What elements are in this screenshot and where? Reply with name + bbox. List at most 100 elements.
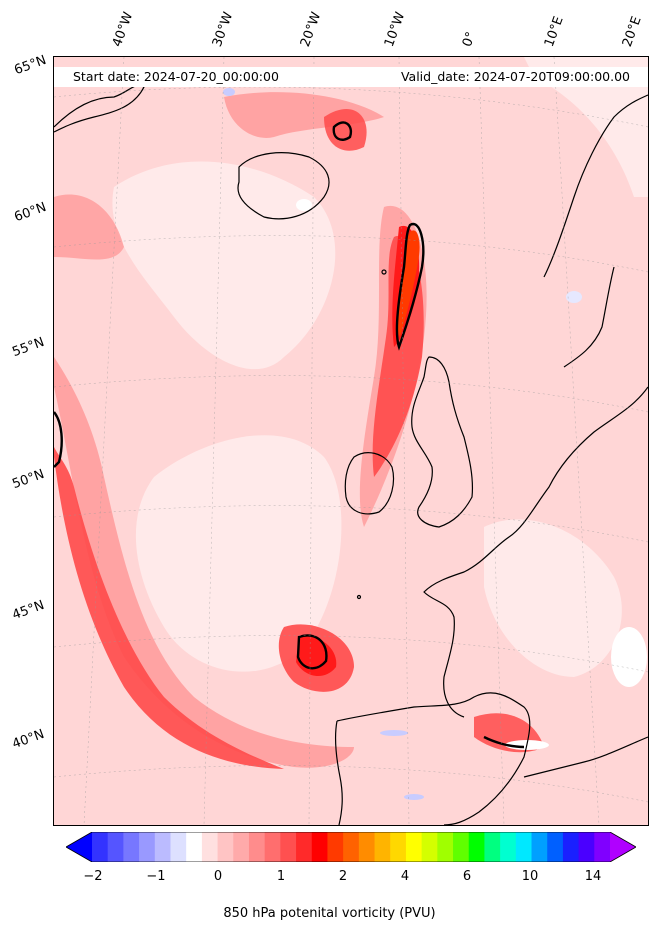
colorbar-segment xyxy=(123,832,140,862)
colorbar-segment xyxy=(201,832,219,862)
colorbar-segment xyxy=(264,832,281,862)
colorbar-segment xyxy=(154,832,171,862)
colorbar-segment xyxy=(453,832,470,862)
gridline xyxy=(203,57,225,825)
contour-line xyxy=(395,222,425,351)
longitude-label: 20°E xyxy=(619,14,645,50)
colorbar-segment xyxy=(405,832,423,862)
contour-line xyxy=(54,411,63,468)
start-date-label: Start date: 2024-07-20_00:00:00 xyxy=(73,69,279,84)
gridline xyxy=(478,57,505,825)
colorbar-segment xyxy=(468,832,485,862)
pv-light-area xyxy=(112,161,336,370)
pv-negative-patch xyxy=(566,291,582,303)
graticule xyxy=(54,57,648,825)
header-band xyxy=(54,67,648,87)
pv-medium-band xyxy=(54,357,354,768)
colorbar-tick-label: 0 xyxy=(213,869,223,884)
iceland-coast xyxy=(237,152,330,220)
ireland-coast xyxy=(344,452,395,515)
colorbar-min-arrow xyxy=(66,832,92,862)
colorbar-segment xyxy=(594,832,611,862)
pv-medium-band xyxy=(224,92,384,138)
pv-white-patch xyxy=(296,199,312,211)
pv-light-area xyxy=(135,435,342,672)
island-coast xyxy=(356,594,362,600)
latitude-label: 55°N xyxy=(10,334,47,361)
longitude-label: 20°W xyxy=(297,10,325,49)
pv-light-area xyxy=(524,57,648,197)
colorbar-tick-label: 2 xyxy=(338,869,348,884)
colorbar-tick-label: −1 xyxy=(146,869,166,884)
colorbar-segment xyxy=(578,832,595,862)
pv-strong-band xyxy=(54,447,284,769)
pv-medium-band xyxy=(54,194,124,260)
gridline xyxy=(398,57,410,825)
colorbar-segment xyxy=(217,832,234,862)
colorbar-segment xyxy=(92,832,109,862)
pv-negative-patch xyxy=(380,730,408,736)
potential-vorticity-map xyxy=(54,57,648,825)
scandinavia-coast xyxy=(543,94,648,368)
colorbar-segment xyxy=(327,832,344,862)
colorbar-segment xyxy=(107,832,124,862)
colorbar-tick-label: 6 xyxy=(462,869,472,884)
colorbar-segment xyxy=(421,832,438,862)
pv-strong-band xyxy=(324,108,367,151)
africa-coast xyxy=(523,736,648,778)
longitude-label: 30°W xyxy=(209,10,237,49)
colorbar-segment xyxy=(170,832,187,862)
colorbar-segment xyxy=(248,832,266,862)
colorbar-segment xyxy=(562,832,580,862)
europe-coast xyxy=(423,386,648,718)
latitude-label: 50°N xyxy=(10,466,47,493)
colorbar-segment xyxy=(500,832,517,862)
colorbar-tick-label: 10 xyxy=(521,869,539,884)
gridline xyxy=(83,57,125,825)
colorbar-segment xyxy=(343,832,360,862)
colorbar-segment xyxy=(139,832,156,862)
contour-line xyxy=(483,735,525,749)
colorbar-segment xyxy=(296,832,313,862)
latitude-label: 45°N xyxy=(10,597,47,624)
contour-line xyxy=(296,634,328,670)
longitude-label: 10°W xyxy=(381,10,409,49)
colorbar-segment xyxy=(390,832,407,862)
coastlines xyxy=(54,85,648,825)
longitude-label: 40°W xyxy=(109,10,137,49)
pv-negative-patch xyxy=(404,794,424,800)
colorbar-label: 850 hPa potenital vorticity (PVU) xyxy=(223,906,436,921)
colorbar-tick-label: 4 xyxy=(400,869,410,884)
latitude-label: 40°N xyxy=(10,726,47,753)
gridline xyxy=(308,57,315,825)
pv-white-patch xyxy=(611,627,647,687)
colorbar-segment xyxy=(233,832,250,862)
contour-line xyxy=(332,121,353,141)
valid-date-label: Valid_date: 2024-07-20T09:00:00.00 xyxy=(400,69,630,84)
colorbar-segment xyxy=(547,832,564,862)
colorbar-segment xyxy=(531,832,548,862)
colorbar-segment xyxy=(311,832,328,862)
colorbar-segment xyxy=(437,832,454,862)
longitude-label: 10°E xyxy=(541,14,567,50)
colorbar-max-arrow xyxy=(610,832,636,862)
colorbar xyxy=(66,832,636,862)
latitude-label: 65°N xyxy=(12,52,49,79)
iberia-coast xyxy=(334,692,531,825)
colorbar-segment xyxy=(186,832,203,862)
map-panel: Start date: 2024-07-20_00:00:00 Valid_da… xyxy=(53,56,649,826)
colorbar-tick-label: −2 xyxy=(83,869,103,884)
colorbar-tick-label: 14 xyxy=(584,869,602,884)
colorbar-segment xyxy=(484,832,501,862)
colorbar-segment xyxy=(374,832,391,862)
latitude-label: 60°N xyxy=(12,199,49,226)
great-britain-coast xyxy=(411,356,474,528)
pv-peak-core xyxy=(397,230,420,337)
pv-contour-2pvu xyxy=(54,121,525,749)
colorbar-segment xyxy=(280,832,297,862)
pv-negative-patch xyxy=(223,88,235,96)
colorbar-tick-label: 1 xyxy=(276,869,286,884)
pv-light-area xyxy=(484,519,622,677)
island-coast xyxy=(381,269,387,275)
colorbar-segment xyxy=(515,832,533,862)
